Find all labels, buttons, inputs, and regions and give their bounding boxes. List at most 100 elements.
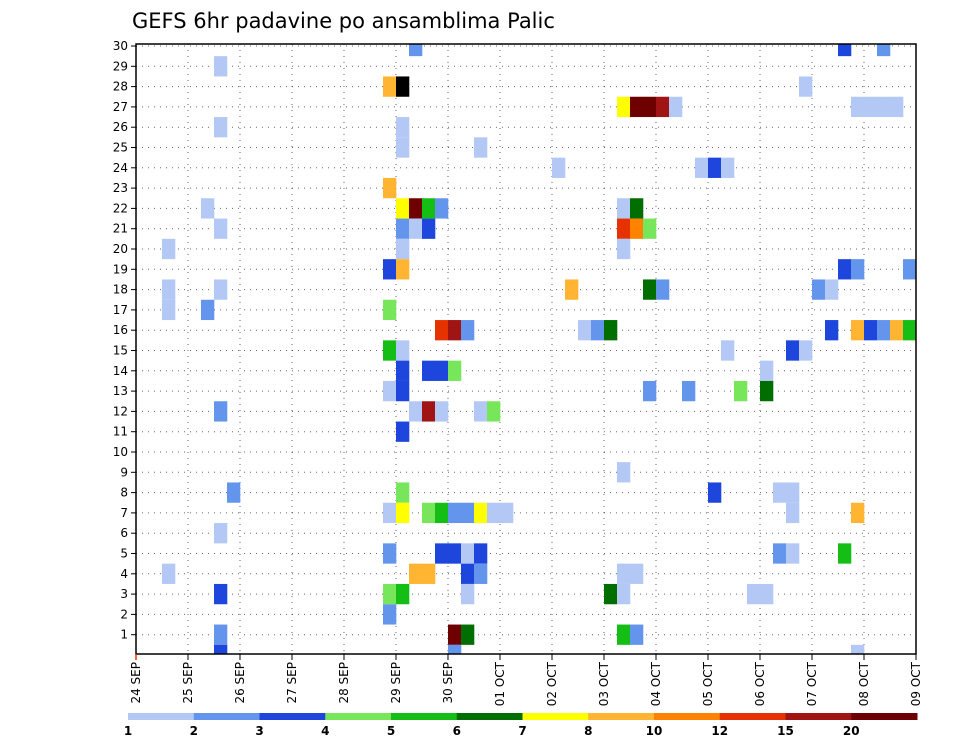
heatmap-cell [162,299,176,321]
heatmap-cell [448,360,462,381]
heatmap-cell [396,198,410,219]
heatmap-cell [201,299,215,321]
legend-swatch [325,713,392,720]
heatmap-cell [838,543,852,564]
y-tick-label: 7 [120,506,128,520]
heatmap-cell [552,157,566,178]
heatmap-cell [396,340,410,361]
heatmap-cell [773,543,787,564]
chart-title: GEFS 6hr padavine po ansamblima Palic [132,9,555,33]
heatmap-cell [396,502,410,524]
heatmap-cell [474,502,488,524]
heatmap-cell [760,380,774,402]
heatmap-cell [682,380,696,402]
heatmap-cell [617,624,631,645]
y-tick-label: 29 [113,59,128,73]
x-tick-label: 05 OCT [701,661,715,706]
heatmap-cell [851,502,865,524]
legend-swatch [654,713,721,720]
heatmap-cell [890,96,904,118]
y-tick-label: 28 [113,80,128,94]
legend-tick-label: 8 [584,724,592,738]
legend-swatch [851,713,918,720]
heatmap-cell [214,523,228,544]
y-tick-label: 13 [113,384,128,398]
heatmap-cell [396,482,410,503]
heatmap-cell [435,360,449,381]
heatmap-cell [422,401,436,422]
heatmap-cell [409,218,423,239]
heatmap-cell [422,563,436,584]
x-tick-label: 24 SEP [129,662,143,704]
heatmap-cell [890,320,904,341]
x-tick-label: 28 SEP [337,662,351,704]
heatmap-cell [422,502,436,524]
heatmap-cell [747,583,761,605]
x-tick-label: 29 SEP [389,662,403,704]
heatmap-cell [396,380,410,402]
heatmap-cell [461,543,475,564]
x-tick-label: 06 OCT [753,661,767,706]
y-axis: 1234567891011121314151617181920212223242… [113,39,136,642]
heatmap-cell [435,198,449,219]
heatmap-cell [617,238,631,260]
legend-tick-label: 3 [255,724,263,738]
heatmap-cell [383,259,397,280]
heatmap-cell [214,117,228,138]
heatmap-cell [461,624,475,645]
heatmap-cell [396,421,410,442]
heatmap-cell [214,279,228,300]
heatmap-cell [227,482,241,503]
heatmap-cell [630,624,644,645]
y-tick-label: 18 [113,283,128,297]
heatmap-cell [474,563,488,584]
heatmap-cell [760,583,774,605]
heatmap-cell [786,543,800,564]
heatmap-cell [461,502,475,524]
heatmap-cell [630,96,644,118]
heatmap-cell [617,198,631,219]
heatmap-cell [838,259,852,280]
legend-swatch [588,713,655,720]
heatmap-cell [214,583,228,605]
heatmap-cell [448,502,462,524]
legend-tick-label: 7 [518,724,526,738]
y-tick-label: 9 [120,465,128,479]
heatmap-cell [630,218,644,239]
heatmap-cell [461,583,475,605]
legend-tick-label: 20 [843,724,860,738]
heatmap-cell [396,583,410,605]
y-tick-label: 4 [120,567,128,581]
heatmap-cell [877,320,891,341]
heatmap-cell [851,320,865,341]
heatmap-cell [396,238,410,260]
legend-swatch [193,713,260,720]
x-tick-label: 25 SEP [181,662,195,704]
heatmap-cell [396,259,410,280]
legend-swatch [128,713,195,720]
heatmap-cell [383,502,397,524]
heatmap-cell [760,360,774,381]
heatmap-cells [162,44,917,654]
y-tick-label: 10 [113,445,128,459]
heatmap-cell [643,279,657,300]
heatmap-cell [422,360,436,381]
heatmap-cell [214,218,228,239]
y-tick-label: 5 [120,547,128,561]
legend-swatch [456,713,523,720]
y-tick-label: 24 [113,161,128,175]
heatmap-cell [448,543,462,564]
heatmap-cell [812,279,826,300]
heatmap-cell [214,56,228,77]
y-tick-label: 2 [120,607,128,621]
heatmap-cell [396,117,410,138]
y-tick-label: 30 [113,39,128,53]
x-tick-label: 07 OCT [805,661,819,706]
heatmap-cell [656,96,670,118]
legend-tick-label: 5 [387,724,395,738]
heatmap-cell [786,482,800,503]
heatmap-cell [643,380,657,402]
heatmap-cell [474,543,488,564]
heatmap-cell [383,177,397,199]
heatmap-cell [214,401,228,422]
